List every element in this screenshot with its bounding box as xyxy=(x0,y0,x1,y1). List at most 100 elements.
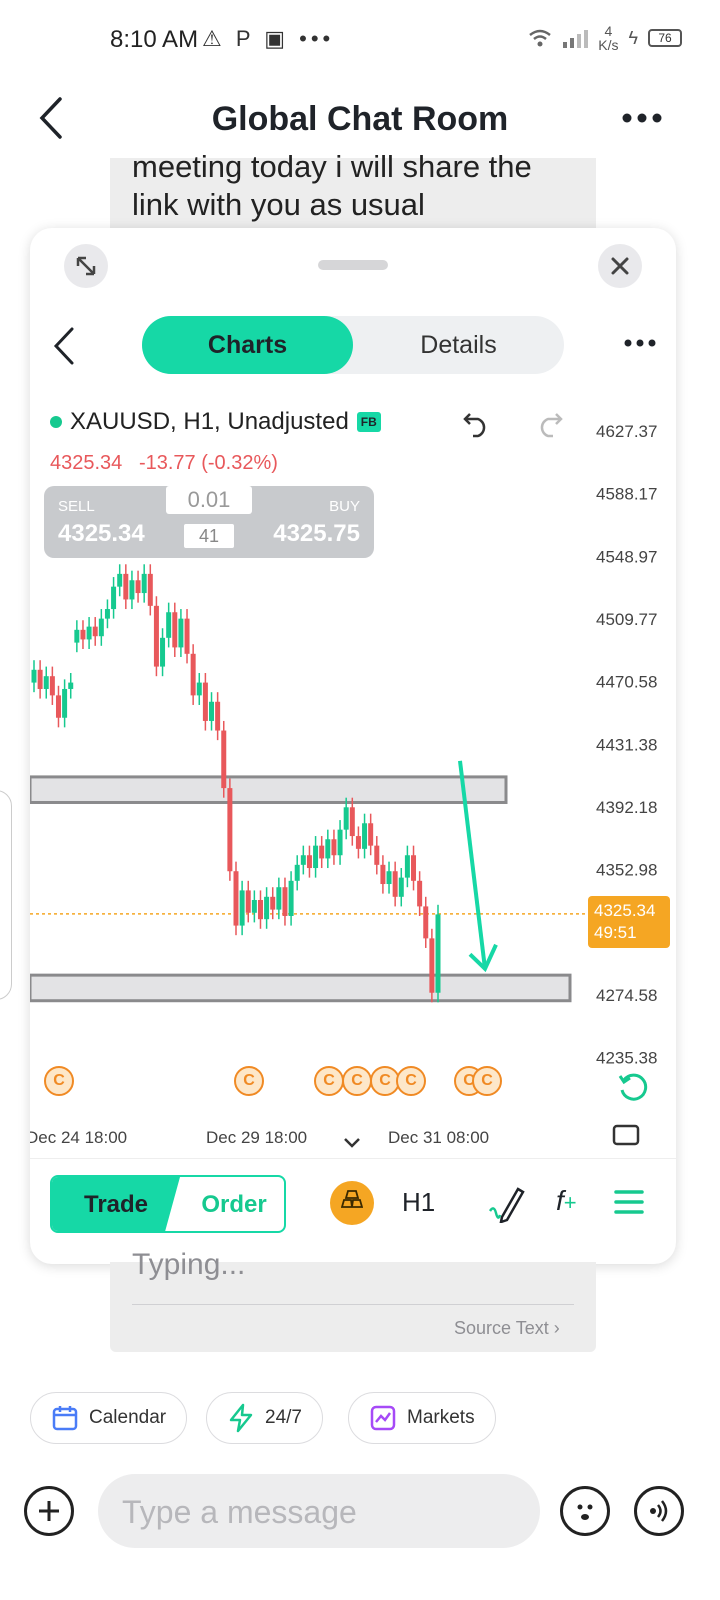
symbol-name[interactable]: XAUUSD, H1, Unadjusted xyxy=(70,408,349,435)
net-speed-unit: K/s xyxy=(598,37,619,53)
x-tick-label: Dec 31 08:00 xyxy=(388,1128,490,1147)
candle-body xyxy=(123,573,129,600)
symbol-badge: FB xyxy=(356,412,381,432)
candle-body xyxy=(43,676,49,689)
current-price: 4325.34 xyxy=(594,901,656,920)
candle-body xyxy=(362,823,368,849)
economic-event-marker[interactable]: C xyxy=(234,1066,264,1096)
tab-details[interactable]: Details xyxy=(420,331,497,359)
indicators-icon[interactable]: f+ xyxy=(556,1185,577,1216)
shortcut-calendar[interactable]: Calendar xyxy=(30,1392,188,1444)
candle-body xyxy=(147,573,153,606)
candle-body xyxy=(368,823,374,846)
economic-event-marker[interactable]: C xyxy=(314,1066,344,1096)
candle-body xyxy=(68,682,74,689)
shortcut-markets[interactable]: Markets xyxy=(348,1392,496,1444)
chart-toolbar: Trade Order H1 f+ xyxy=(30,1158,676,1264)
candle-body xyxy=(74,629,80,643)
candle-body xyxy=(117,573,123,587)
y-tick-label: 4235.38 xyxy=(596,1049,657,1068)
candle-body xyxy=(55,695,61,718)
candle-body xyxy=(111,586,117,610)
expand-icon xyxy=(76,256,96,276)
quick-trade-panel: SELL 4325.34 BUY 4325.75 0.01 41 xyxy=(44,486,374,558)
candle-body xyxy=(178,618,184,648)
side-edge-panel xyxy=(0,790,12,1000)
current-price-tag: 4325.34 49:51 xyxy=(588,896,670,948)
reset-chart-icon[interactable] xyxy=(616,1070,650,1104)
fullscreen-toggle-icon[interactable] xyxy=(612,1124,640,1146)
candle-body xyxy=(98,618,104,637)
y-tick-label: 4548.97 xyxy=(596,547,657,566)
candle-body xyxy=(411,855,417,881)
undo-icon[interactable] xyxy=(462,408,492,438)
sell-price-button[interactable]: 4325.34 xyxy=(58,520,145,547)
candle-body xyxy=(239,890,245,926)
candle-body xyxy=(264,896,270,920)
symbol-header: XAUUSD, H1, Unadjusted FB xyxy=(50,408,381,436)
more-options-icon[interactable] xyxy=(622,112,662,124)
candle-body xyxy=(386,871,392,885)
candle-body xyxy=(160,637,166,667)
economic-event-marker[interactable]: C xyxy=(396,1066,426,1096)
menu-icon[interactable] xyxy=(614,1189,644,1215)
status-notification-icons: ⚠ P ▣ ••• xyxy=(202,26,335,51)
economic-event-marker[interactable]: C xyxy=(342,1066,372,1096)
candle-body xyxy=(153,605,159,667)
redo-icon[interactable] xyxy=(534,408,564,438)
buy-label: BUY xyxy=(329,498,360,515)
net-speed-value: 4 xyxy=(604,23,613,39)
lot-size-input[interactable]: 0.01 xyxy=(166,486,252,514)
markets-icon xyxy=(370,1405,396,1431)
voice-icon xyxy=(650,1500,668,1522)
drag-handle[interactable] xyxy=(318,260,388,270)
candle-body xyxy=(380,864,386,885)
candle-body xyxy=(282,887,288,916)
message-input[interactable]: Type a message xyxy=(98,1474,540,1548)
voice-button[interactable] xyxy=(634,1486,684,1536)
candle-body xyxy=(398,877,404,897)
price-change: 4325.34 -13.77 (-0.32%) xyxy=(50,452,278,475)
net-speed: 4 K/s xyxy=(598,24,618,52)
candle-body xyxy=(129,580,135,600)
y-tick-label: 4431.38 xyxy=(596,735,657,754)
chat-message-line: meeting today i will share the xyxy=(132,149,532,184)
economic-event-marker[interactable]: C xyxy=(44,1066,74,1096)
timeframe-selector[interactable]: H1 xyxy=(402,1187,436,1217)
expand-button[interactable] xyxy=(64,244,108,288)
candle-body xyxy=(37,669,43,689)
status-time: 8:10 AM xyxy=(110,26,199,53)
plus-icon xyxy=(39,1501,59,1521)
chart-tabs: Charts Details xyxy=(142,316,564,374)
trade-button[interactable]: Trade xyxy=(52,1177,180,1231)
chevron-down-icon[interactable] xyxy=(342,1136,362,1150)
tab-charts[interactable]: Charts xyxy=(142,316,353,374)
candle-body xyxy=(276,887,282,910)
close-icon xyxy=(611,257,629,275)
buy-price-button[interactable]: 4325.75 xyxy=(273,520,360,547)
charging-icon: ϟ xyxy=(628,27,638,48)
add-attachment-button[interactable] xyxy=(24,1486,74,1536)
candle-body xyxy=(62,688,68,718)
close-button[interactable] xyxy=(598,244,642,288)
drawing-tool-icon[interactable] xyxy=(488,1183,526,1223)
candle-body xyxy=(31,669,37,683)
candle-body xyxy=(190,653,196,696)
candle-body xyxy=(184,618,190,654)
order-button[interactable]: Order xyxy=(201,1191,267,1218)
source-text-link[interactable]: Source Text › xyxy=(454,1318,560,1338)
chart-more-icon[interactable] xyxy=(624,338,656,348)
candle-body xyxy=(245,890,251,913)
emoji-button[interactable] xyxy=(560,1486,610,1536)
emoji-icon xyxy=(577,1504,593,1520)
candle-body xyxy=(300,855,306,865)
candle-body xyxy=(135,580,141,594)
shortcut-24-7[interactable]: 24/7 xyxy=(206,1392,323,1444)
back-arrow-icon[interactable] xyxy=(36,96,66,140)
economic-event-marker[interactable]: C xyxy=(472,1066,502,1096)
price-chart[interactable]: 4627.37 4588.17 4548.97 4509.77 4470.58 4431.… xyxy=(30,378,676,1158)
modal-back-icon[interactable] xyxy=(52,326,76,366)
y-tick-label: 4509.77 xyxy=(596,610,657,629)
candle-body xyxy=(251,900,257,913)
gold-bars-icon[interactable] xyxy=(330,1181,374,1225)
